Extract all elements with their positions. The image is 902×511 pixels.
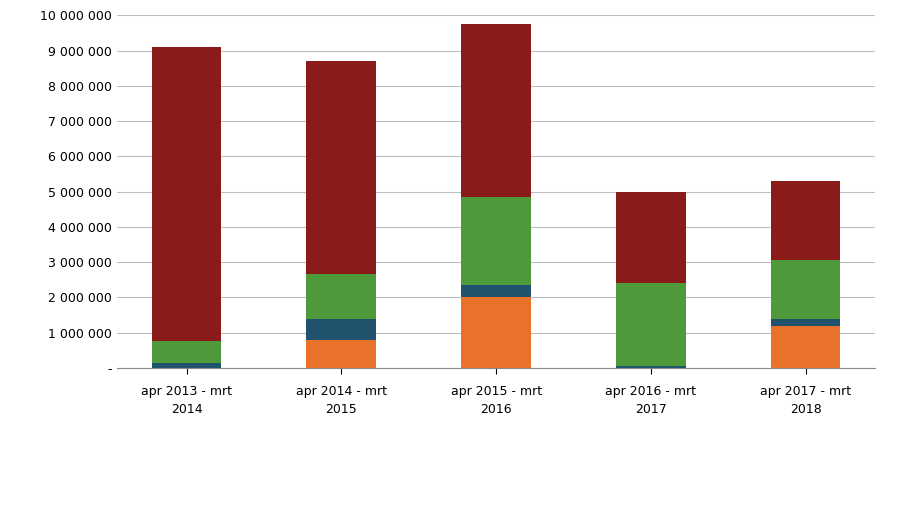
Bar [771,181,841,261]
Bar [307,340,376,368]
Bar [152,341,221,363]
Bar [616,192,686,283]
Bar [616,283,686,366]
Bar [461,285,531,297]
Bar [771,326,841,368]
Bar [616,366,686,368]
Bar [461,24,531,197]
Bar [152,47,221,341]
Bar [461,197,531,285]
Bar [307,274,376,318]
Bar [461,297,531,368]
Bar [152,363,221,368]
Bar [307,318,376,340]
Bar [307,61,376,274]
Bar [771,318,841,326]
Bar [771,261,841,318]
